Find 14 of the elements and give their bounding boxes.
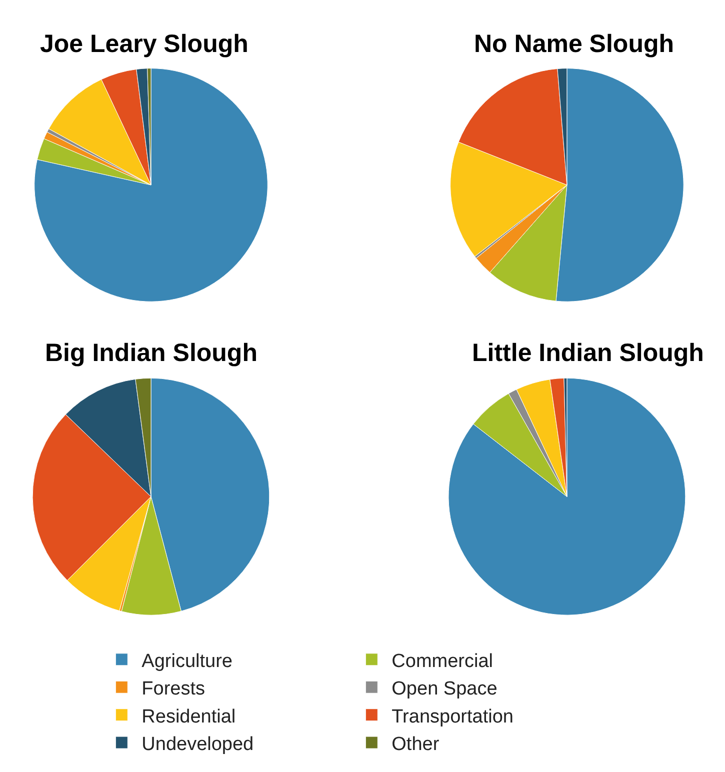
legend-label: Undeveloped — [142, 734, 254, 755]
legend-label: Open Space — [392, 678, 498, 700]
legend-label: Residential — [142, 706, 236, 728]
chart-title: Joe Leary Slough — [40, 30, 248, 58]
pie-slice — [448, 378, 686, 616]
chart-title: Little Indian Slough — [472, 339, 704, 367]
chart-title: Big Indian Slough — [45, 339, 258, 367]
legend-label: Agriculture — [142, 650, 232, 672]
legend-label: Transportation — [392, 706, 514, 728]
chart-title: No Name Slough — [474, 30, 674, 58]
legend-label: Commercial — [392, 650, 494, 672]
pie-slice — [34, 68, 268, 302]
legend-label: Forests — [142, 678, 206, 700]
legend-label: Other — [392, 734, 440, 755]
